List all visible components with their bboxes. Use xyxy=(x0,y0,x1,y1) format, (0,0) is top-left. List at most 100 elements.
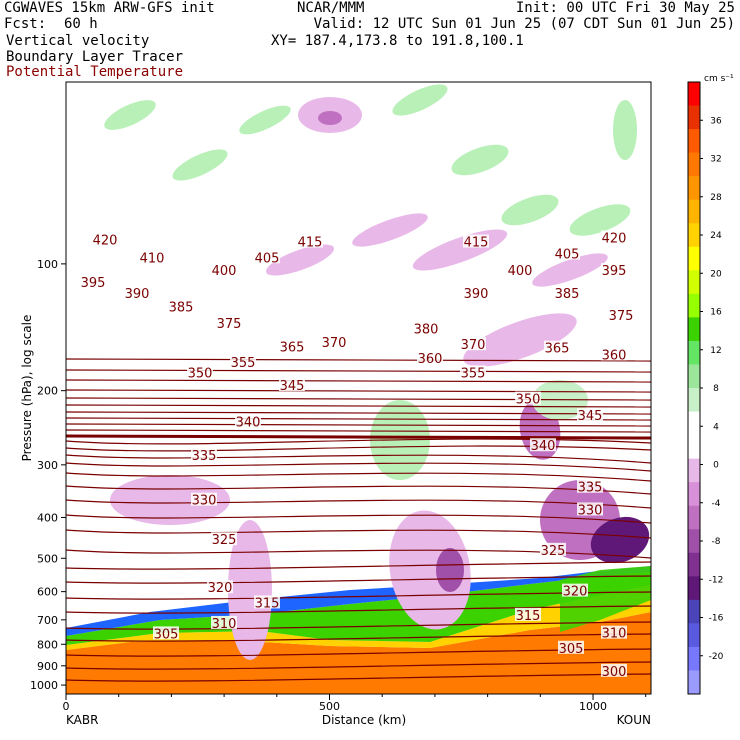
theta-label: 420 xyxy=(93,233,118,248)
w-contour-6 xyxy=(392,84,448,116)
w-contour-18 xyxy=(436,548,464,592)
theta-label-bg xyxy=(558,640,584,654)
theta-label-bg xyxy=(515,391,541,405)
theta-label: 315 xyxy=(516,609,541,624)
theta-label-bg xyxy=(124,286,150,300)
colorbar-tick-label: 36 xyxy=(710,116,722,126)
field-boundary-layer-tracer: Boundary Layer Tracer xyxy=(6,49,184,65)
colorbar-tick-label: 32 xyxy=(710,155,721,165)
theta-label: 360 xyxy=(602,348,627,363)
theta-label-bg xyxy=(153,626,179,640)
colorbar-swatch xyxy=(688,670,700,695)
theta-label-bg xyxy=(321,334,347,348)
y-tick-label: 200 xyxy=(37,385,58,398)
theta-label-bg xyxy=(544,340,570,354)
theta-label-bg xyxy=(608,308,634,322)
theta-label: 350 xyxy=(188,366,213,381)
theta-line-26 xyxy=(66,621,651,630)
field-potential-temperature: Potential Temperature xyxy=(6,64,184,80)
theta-label-bg xyxy=(601,663,627,677)
theta-label-bg xyxy=(211,615,237,629)
theta-label-bg xyxy=(211,532,237,546)
colorbar-units: cm s⁻¹ xyxy=(704,74,734,84)
theta-label: 405 xyxy=(555,247,580,262)
colorbar-swatch xyxy=(688,105,700,130)
valid-time: Valid: 12 UTC Sun 01 Jun 25 (07 CDT Sun … xyxy=(313,16,735,32)
theta-label-bg xyxy=(168,299,194,313)
theta-label-bg xyxy=(577,479,603,493)
theta-label-bg xyxy=(507,263,533,277)
w-contour-5 xyxy=(318,111,342,125)
theta-label-bg xyxy=(187,365,213,379)
theta-label-bg xyxy=(562,583,588,597)
theta-label-bg xyxy=(254,250,280,264)
colorbar-tick-label: 16 xyxy=(710,308,722,318)
theta-label: 340 xyxy=(531,439,556,454)
theta-label-bg xyxy=(235,414,261,428)
theta-label: 420 xyxy=(602,231,627,246)
theta-label: 415 xyxy=(464,236,489,251)
theta-label-bg xyxy=(530,438,556,452)
y-tick-label: 1000 xyxy=(30,679,58,692)
w-contour-9 xyxy=(569,204,631,236)
init-time: Init: 00 UTC Fri 30 May 25 xyxy=(515,0,735,16)
theta-label: 400 xyxy=(212,264,237,279)
theta-line-20 xyxy=(66,529,651,539)
theta-label: 390 xyxy=(125,287,150,302)
theta-label-bg xyxy=(463,286,489,300)
y-tick-label: 100 xyxy=(37,258,58,271)
theta-label: 315 xyxy=(255,596,280,611)
theta-label-bg xyxy=(139,250,165,264)
theta-label-bg xyxy=(207,580,233,594)
theta-label-bg xyxy=(92,232,118,246)
theta-line-30 xyxy=(66,673,651,682)
theta-label: 370 xyxy=(461,338,486,353)
boundary-layer-blue xyxy=(66,566,651,636)
theta-label-bg xyxy=(279,378,305,392)
theta-label-bg xyxy=(191,492,217,506)
x-tick-label: 0 xyxy=(63,700,70,713)
w-contour-15 xyxy=(463,313,577,367)
colorbar-swatch xyxy=(688,129,700,154)
theta-label-bg xyxy=(413,321,439,335)
colorbar-swatch xyxy=(688,388,700,413)
colorbar-swatch xyxy=(688,552,700,577)
theta-line-27 xyxy=(66,633,651,642)
theta-label-bg xyxy=(230,355,256,369)
colorbar-tick-label: -8 xyxy=(712,537,721,547)
theta-label-bg xyxy=(211,263,237,277)
w-contour-14 xyxy=(532,253,608,287)
colorbar-tick-label: 4 xyxy=(713,422,719,432)
colorbar-tick-label: 12 xyxy=(710,346,721,356)
colorbar-swatch xyxy=(688,293,700,318)
theta-label: 385 xyxy=(555,287,580,302)
colorbar-tick-label: -16 xyxy=(709,614,724,624)
colorbar-swatch xyxy=(688,223,700,248)
theta-label: 380 xyxy=(414,322,439,337)
section-endpoints: XY= 187.4,173.8 to 191.8,100.1 xyxy=(271,33,524,49)
y-tick-label: 800 xyxy=(37,638,58,651)
x-endpoint-right: KOUN xyxy=(617,713,651,727)
colorbar-swatch xyxy=(688,317,700,342)
theta-label: 335 xyxy=(192,449,217,464)
theta-line-11 xyxy=(66,434,651,440)
w-contour-22 xyxy=(110,475,230,525)
colorbar-swatch xyxy=(688,176,700,201)
model-title: CGWAVES 15km ARW-GFS init xyxy=(4,0,215,16)
theta-label: 355 xyxy=(461,366,486,381)
theta-label: 400 xyxy=(508,264,533,279)
w-contour-11 xyxy=(352,213,428,247)
theta-line-18 xyxy=(66,499,651,509)
y-axis-label: Pressure (hPa), log scale xyxy=(20,315,34,462)
boundary-layer-green-east xyxy=(560,566,651,632)
w-contour-20 xyxy=(590,516,650,564)
theta-label: 305 xyxy=(154,627,179,642)
x-tick-label: 500 xyxy=(319,700,340,713)
w-contour-2 xyxy=(172,149,228,181)
theta-label-bg xyxy=(279,339,305,353)
w-contour-1 xyxy=(104,100,156,130)
colorbar-swatch xyxy=(688,435,700,460)
theta-line-22 xyxy=(66,561,651,570)
theta-label: 390 xyxy=(464,287,489,302)
theta-label: 345 xyxy=(578,409,603,424)
